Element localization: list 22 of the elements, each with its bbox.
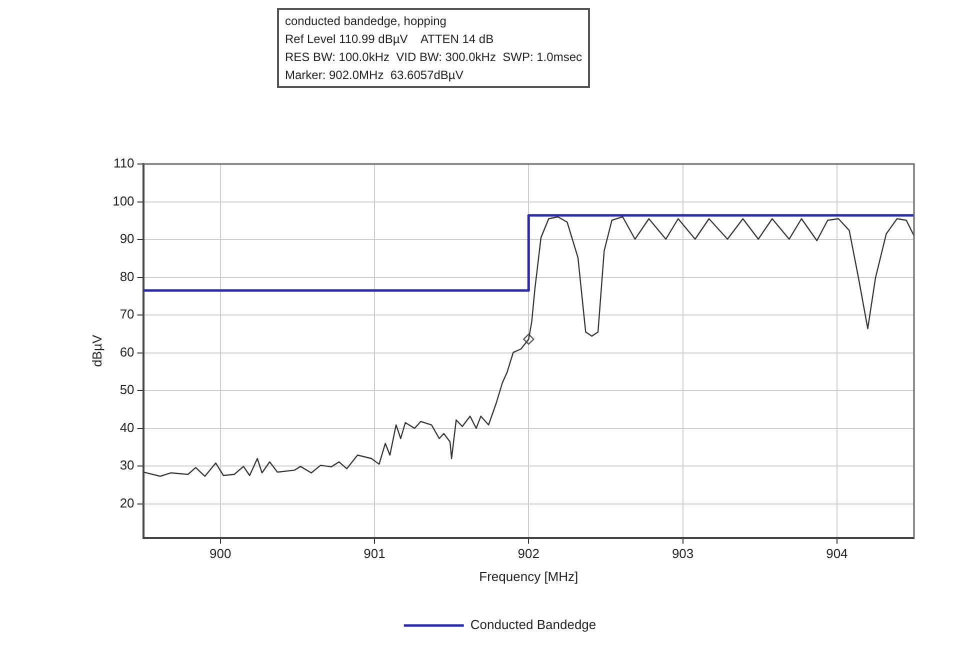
y-tick-label: 40 — [120, 420, 134, 435]
y-tick-label: 60 — [120, 344, 134, 360]
x-tick-label: 900 — [210, 546, 232, 562]
x-tick-label: 903 — [672, 546, 694, 562]
y-tick-label: 50 — [120, 382, 134, 398]
text: RES BW: 100.0kHz VID BW: 300.0kHz SWP: 1.0msec — [285, 49, 582, 66]
y-tick-label: 100 — [112, 193, 134, 208]
y-axis-title: dBµV — [89, 334, 104, 367]
y-tick-label: 70 — [120, 306, 134, 322]
x-axis-title: Frequency [MHz] — [479, 568, 578, 584]
y-tick-label: 20 — [120, 495, 134, 510]
text: Marker: 902.0MHz 63.6057dBµV — [285, 67, 464, 84]
y-tick-label: 80 — [120, 268, 134, 284]
y-tick-label: 110 — [114, 156, 134, 171]
chart-title: conducted bandedge, hopping — [285, 13, 448, 30]
text: Ref Level 110.99 dBµV ATTEN 14 dB — [285, 31, 495, 48]
y-tick-label: 90 — [120, 231, 134, 246]
x-tick-label: 901 — [364, 546, 386, 562]
x-tick-label: 904 — [826, 546, 848, 562]
x-tick-label: 902 — [518, 546, 540, 562]
y-tick-label: 30 — [120, 458, 134, 473]
legend-label: Conducted Bandedge — [470, 617, 596, 632]
